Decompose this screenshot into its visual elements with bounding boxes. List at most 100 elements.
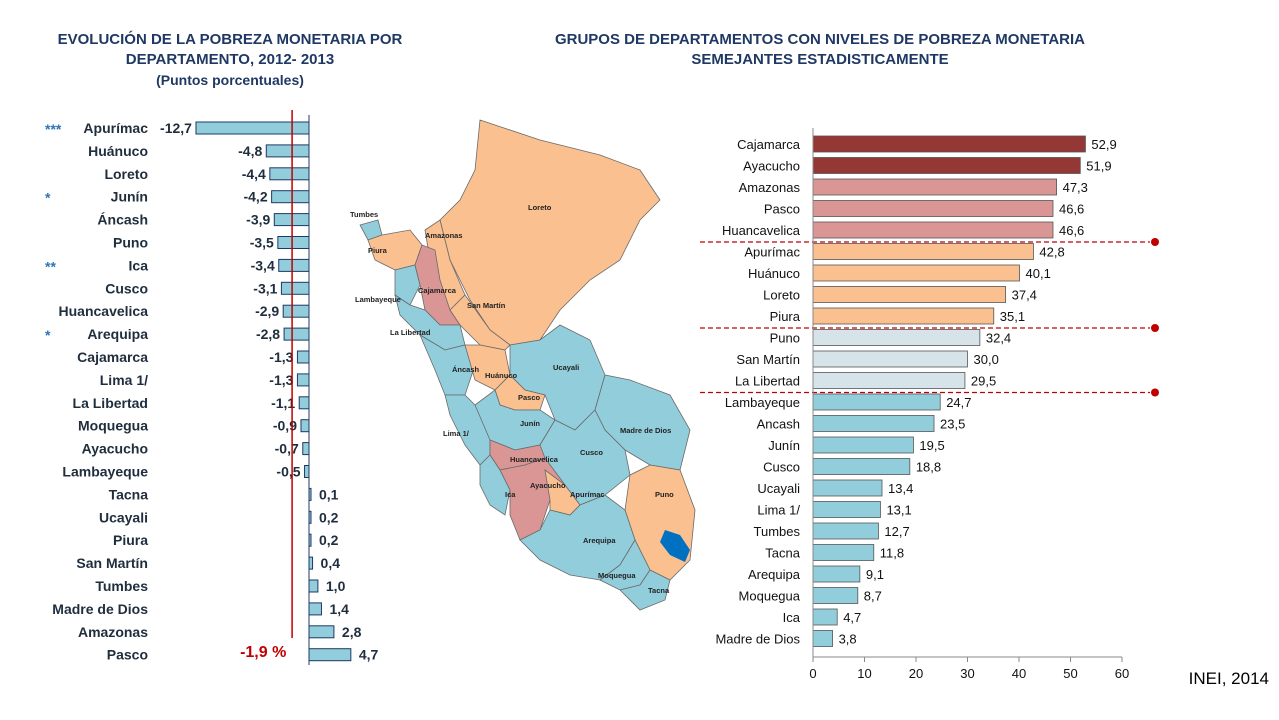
left-bar <box>308 648 352 662</box>
left-category-label: Pasco <box>107 647 148 663</box>
map-region-loreto <box>439 119 661 346</box>
right-value-label: 13,1 <box>886 503 911 518</box>
right-bar <box>812 329 981 346</box>
left-chart-title: EVOLUCIÓN DE LA POBREZA MONETARIA POR DE… <box>30 30 430 90</box>
x-tick-label: 50 <box>1063 666 1077 680</box>
left-value-label: 1,0 <box>326 578 346 594</box>
right-title-line1: GRUPOS DE DEPARTAMENTOS CON NIVELES DE P… <box>554 31 1086 48</box>
peru-map: Tumbes Piura Amazonas Loreto Lambayeque Cajam… <box>350 119 696 611</box>
map-region-ancash <box>419 334 476 396</box>
map-region-label: Huancavelica <box>510 455 559 464</box>
right-value-label: 30,0 <box>974 352 999 367</box>
left-value-label: 4,7 <box>359 647 379 663</box>
right-bar <box>812 608 838 626</box>
left-title-line2: DEPARTAMENTO, 2012- 2013 <box>125 51 335 68</box>
map-region-label: Cajamarca <box>418 286 457 295</box>
separator-marker <box>1151 388 1159 397</box>
right-value-label: 37,4 <box>1012 288 1037 303</box>
right-value-label: 32,4 <box>986 331 1011 346</box>
left-bar <box>298 396 310 410</box>
left-category-label: Cajamarca <box>77 349 148 365</box>
left-bar <box>304 465 310 478</box>
map-region-label: Tacna <box>648 586 670 595</box>
x-tick-label: 60 <box>1115 666 1129 680</box>
right-category-label: Ancash <box>757 417 800 432</box>
left-value-label: -3,4 <box>251 257 275 273</box>
significance-stars: * <box>45 190 51 206</box>
left-value-label: -0,7 <box>275 441 299 457</box>
left-value-label: -3,9 <box>246 212 270 228</box>
right-category-label: Pasco <box>764 202 800 217</box>
right-bar <box>812 501 881 518</box>
left-value-label: -3,5 <box>250 235 274 251</box>
left-bar <box>296 373 310 387</box>
right-title-line2: SEMEJANTES ESTADISTICAMENTE <box>691 51 949 68</box>
right-value-label: 52,9 <box>1091 137 1116 152</box>
right-category-label: Madre de Dios <box>715 632 800 647</box>
right-bar <box>812 264 1020 282</box>
x-tick-label: 40 <box>1012 666 1026 680</box>
right-bar <box>812 587 859 604</box>
right-chart-title: GRUPOS DE DEPARTAMENTOS CON NIVELES DE P… <box>520 30 1120 70</box>
right-value-label: 40,1 <box>1026 266 1051 281</box>
right-value-label: 42,8 <box>1039 245 1064 260</box>
right-bar <box>812 135 1086 153</box>
left-value-label: -4,2 <box>243 189 267 205</box>
map-region-san-martin <box>449 294 511 351</box>
map-region-label: Tumbes <box>350 210 378 219</box>
left-category-label: Puno <box>113 235 148 251</box>
left-value-label: 0,1 <box>319 486 339 502</box>
left-value-label: 2,8 <box>342 624 362 640</box>
left-value-label: -4,4 <box>242 166 266 182</box>
map-region-label: Lima 1/ <box>443 429 470 438</box>
left-value-label: 0,2 <box>319 509 339 525</box>
map-region-label: Cusco <box>580 448 603 457</box>
left-value-label: -0,5 <box>276 464 300 480</box>
left-category-label: Apurímac <box>83 120 148 136</box>
right-bar <box>812 630 833 647</box>
left-category-label: Ucayali <box>99 509 148 525</box>
significance-stars: * <box>45 327 51 343</box>
left-category-label: Loreto <box>104 166 148 182</box>
left-bar <box>308 625 335 639</box>
right-category-label: Junín <box>768 438 800 453</box>
map-region-la-libertad <box>394 294 466 351</box>
left-category-label: San Martín <box>76 555 148 571</box>
map-region-label: Piura <box>368 246 388 255</box>
right-value-label: 46,6 <box>1059 223 1084 238</box>
right-category-label: Tacna <box>765 546 800 561</box>
left-value-label: -2,8 <box>256 326 280 342</box>
left-bar <box>308 602 322 616</box>
significance-stars: ** <box>45 258 56 274</box>
left-value-label: 0,2 <box>319 532 339 548</box>
left-category-label: Moquegua <box>78 418 148 434</box>
left-value-label: 0,4 <box>321 555 341 571</box>
left-bar <box>265 144 310 158</box>
left-category-label: Arequipa <box>87 326 148 342</box>
map-region-label: La Libertad <box>390 328 431 337</box>
left-value-label: -2,9 <box>255 303 279 319</box>
right-bar <box>812 415 935 432</box>
right-category-label: Puno <box>770 331 800 346</box>
right-value-label: 12,7 <box>884 524 909 539</box>
right-category-label: Moquegua <box>739 589 801 604</box>
map-region-label: Huánuco <box>485 371 518 380</box>
right-category-label: Arequipa <box>748 567 801 582</box>
left-category-label: Cusco <box>105 280 148 296</box>
right-category-label: Tumbes <box>754 524 801 539</box>
map-region-label: Apurímac <box>570 490 605 499</box>
right-bar <box>812 178 1057 196</box>
right-bar <box>812 458 911 475</box>
left-bar <box>277 236 310 249</box>
right-bar <box>812 286 1007 303</box>
map-region-label: Junín <box>520 419 540 428</box>
right-bar <box>812 157 1081 174</box>
left-value-label: -0,9 <box>273 418 297 434</box>
left-value-label: -3,1 <box>253 280 277 296</box>
right-category-label: Ucayali <box>757 481 800 496</box>
left-category-label: Ica <box>129 257 149 273</box>
left-value-label: -1,3 <box>269 349 293 365</box>
x-tick-label: 30 <box>960 666 974 680</box>
right-category-label: Ayacucho <box>743 159 800 174</box>
